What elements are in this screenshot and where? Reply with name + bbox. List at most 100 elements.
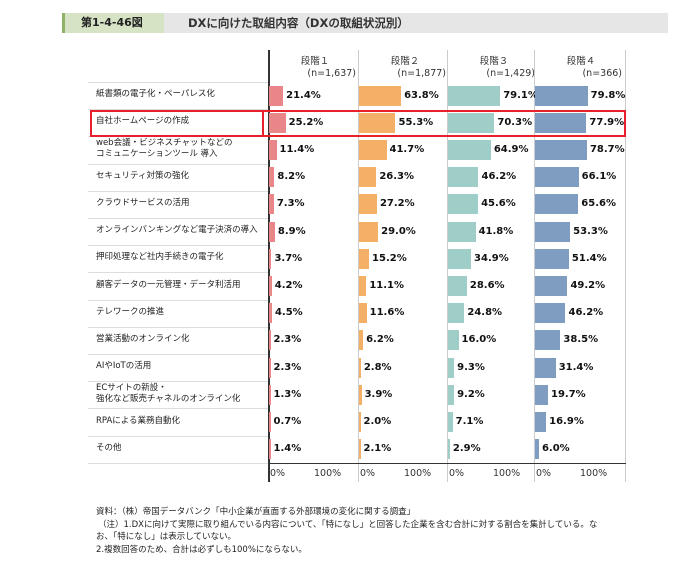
- bar: [269, 167, 275, 188]
- bar: [269, 439, 271, 460]
- panel-divider: [534, 50, 535, 482]
- data-label: 6.2%: [366, 334, 394, 346]
- data-label: 29.0%: [381, 225, 416, 237]
- data-label: 26.3%: [379, 171, 415, 183]
- category-label: テレワークの推進: [96, 307, 164, 318]
- data-label: 31.4%: [558, 361, 594, 373]
- row-separator: [88, 381, 268, 383]
- category-label: ECサイトの新設・ 強化など販売チャネルのオンライン化: [96, 383, 240, 405]
- bar: [269, 411, 271, 432]
- data-label: 21.4%: [286, 89, 321, 101]
- data-label: 16.0%: [461, 334, 497, 346]
- category-label-line: 自社ホームページの作成: [96, 116, 190, 127]
- panel-n: (n=366): [582, 68, 622, 79]
- bar: [535, 411, 547, 432]
- category-label: 押印処理など社内手続きの電子化: [96, 252, 224, 263]
- category-label-line: その他: [96, 442, 122, 453]
- data-label: 4.5%: [274, 307, 303, 319]
- tick-label: 100%: [314, 468, 342, 479]
- bar: [448, 167, 479, 188]
- data-label: 66.1%: [581, 171, 617, 183]
- panel-n: (n=1,429): [486, 68, 535, 79]
- row-separator: [88, 245, 268, 247]
- data-label: 1.3%: [273, 388, 302, 400]
- x-axis: [268, 463, 626, 464]
- note-line: 資料：（株）帝国データバンク「中小企業が直面する外部環境の変化に関する調査」: [96, 507, 416, 517]
- bar: [535, 275, 568, 296]
- row-separator: [88, 218, 268, 219]
- data-label: 77.9%: [589, 116, 625, 128]
- category-label-line: 顧客データの一元管理・データ利活用: [96, 279, 241, 290]
- category-label-line: 押印処理など社内手続きの電子化: [96, 252, 224, 263]
- data-label: 2.9%: [452, 443, 481, 455]
- panel-header: 段階３: [479, 56, 509, 67]
- note-line: （注）1.DXに向けて実際に取り組んでいる内容について、「特になし」と回答した企…: [98, 519, 598, 530]
- bar: [448, 357, 455, 378]
- bar: [269, 275, 272, 296]
- data-label: 15.2%: [372, 252, 407, 264]
- data-label: 25.2%: [288, 116, 324, 128]
- row-separator: [88, 326, 268, 328]
- data-label: 2.8%: [363, 361, 392, 373]
- tick-label: 0%: [270, 468, 286, 479]
- data-label: 46.2%: [568, 307, 604, 319]
- category-label: 紙書類の電子化・ペーパレス化: [96, 89, 215, 100]
- row-separator: [88, 272, 268, 274]
- category-label: オンラインバンキングなど電子決済の導入: [96, 225, 258, 236]
- data-label: 19.7%: [551, 388, 586, 400]
- data-label: 78.7%: [589, 143, 625, 155]
- data-label: 49.2%: [570, 279, 606, 291]
- data-label: 65.6%: [581, 198, 616, 210]
- highlight-box-left: [90, 110, 264, 137]
- bar: [269, 139, 277, 160]
- row-separator: [88, 163, 268, 165]
- bar: [359, 221, 379, 242]
- data-label: 6.0%: [541, 443, 570, 455]
- bar: [448, 439, 450, 460]
- row-separator: [88, 190, 268, 192]
- data-label: 0.7%: [273, 415, 302, 427]
- note-line: 2.複数回答のため、合計は必ずしも100%にならない。: [96, 544, 307, 555]
- data-label: 3.7%: [274, 252, 303, 264]
- category-label: RPAによる業務自動化: [96, 416, 180, 427]
- row-separator: [88, 462, 268, 464]
- row-separator: [88, 354, 268, 355]
- category-label-line: 営業活動のオンライン化: [96, 333, 190, 344]
- bar: [535, 139, 587, 160]
- data-label: 34.9%: [474, 252, 509, 264]
- data-label: 1.4%: [273, 443, 302, 455]
- category-label: AIやIoTの活用: [96, 361, 151, 372]
- category-label-line: クラウドサービスの活用: [96, 197, 190, 208]
- category-label: 営業活動のオンライン化: [96, 334, 190, 345]
- panel-header: 段階２: [390, 56, 420, 67]
- bar: [269, 194, 274, 215]
- highlight-box: [262, 110, 626, 137]
- row-separator: [88, 435, 268, 437]
- data-label: 46.2%: [481, 171, 517, 183]
- bar: [448, 85, 501, 106]
- bar: [448, 221, 476, 242]
- data-label: 27.2%: [379, 198, 415, 210]
- bar: [359, 139, 387, 160]
- bar: [535, 303, 566, 324]
- tick-label: 100%: [493, 468, 521, 479]
- data-label: 11.6%: [369, 307, 405, 319]
- bar: [535, 439, 539, 460]
- panel-divider: [268, 50, 270, 482]
- bar: [269, 85, 284, 106]
- bar: [535, 221, 571, 242]
- bar: [269, 357, 271, 378]
- bar: [448, 303, 465, 324]
- bar: [535, 85, 588, 106]
- category-label-line: オンラインバンキングなど電子決済の導入: [96, 225, 258, 236]
- data-label: 2.3%: [273, 334, 302, 346]
- bar: [448, 330, 459, 351]
- data-label: 53.3%: [573, 225, 608, 237]
- bar: [269, 303, 272, 324]
- panel-header: 段階４: [566, 56, 596, 67]
- data-label: 70.3%: [497, 116, 533, 128]
- data-label: 41.8%: [478, 225, 514, 237]
- row-separator: [88, 109, 268, 111]
- bar: [359, 439, 361, 460]
- data-label: 3.9%: [364, 388, 393, 400]
